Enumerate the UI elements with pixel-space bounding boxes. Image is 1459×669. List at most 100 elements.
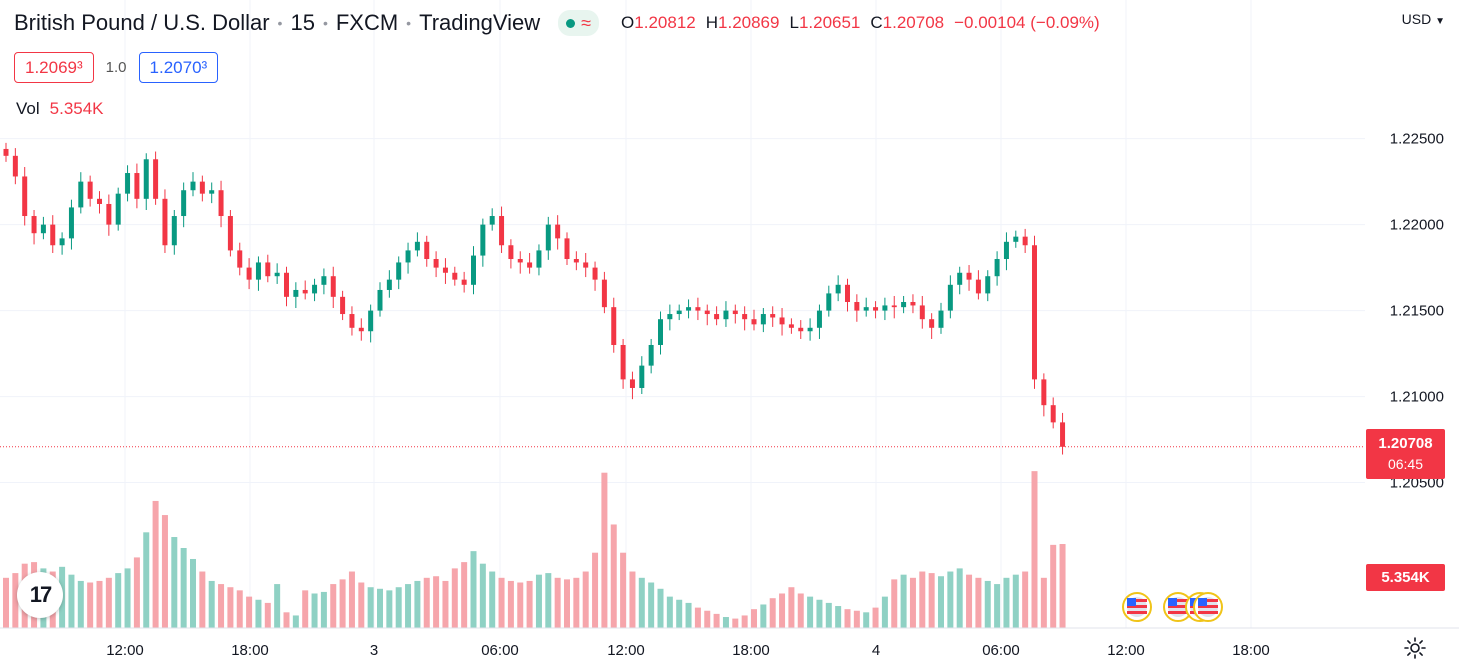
candle bbox=[732, 310, 738, 315]
candle bbox=[723, 310, 729, 320]
candle bbox=[629, 379, 635, 388]
candle bbox=[648, 344, 654, 366]
volume-bar bbox=[470, 551, 477, 628]
currency-selector[interactable]: USD ▼ bbox=[1402, 11, 1445, 27]
volume-bar bbox=[1040, 577, 1047, 628]
volume-bar bbox=[825, 602, 832, 628]
candle bbox=[1022, 236, 1028, 246]
price-tick-label: 1.21500 bbox=[1390, 303, 1444, 320]
volume-bar bbox=[227, 587, 234, 628]
symbol-name[interactable]: British Pound / U.S. Dollar bbox=[14, 10, 270, 35]
gear-icon[interactable] bbox=[1403, 636, 1427, 660]
time-axis: 12:00 18:00 3 06:00 12:00 18:00 4 06:00 12:00 18:… bbox=[0, 627, 1459, 659]
interval[interactable]: 15 bbox=[290, 10, 315, 35]
volume-bar bbox=[479, 563, 486, 628]
volume-bar bbox=[853, 610, 860, 628]
candle bbox=[284, 272, 289, 297]
market-status-badge[interactable]: ≈ bbox=[558, 10, 600, 36]
candle bbox=[910, 302, 916, 306]
volume-bar bbox=[339, 579, 346, 628]
candle bbox=[134, 173, 140, 199]
candle bbox=[742, 314, 748, 320]
time-tick-label: 12:00 bbox=[1107, 642, 1145, 659]
open-value: 1.20812 bbox=[634, 13, 696, 32]
candle bbox=[1013, 236, 1019, 242]
volume-bar bbox=[367, 587, 374, 628]
delayed-data-icon: ≈ bbox=[581, 12, 592, 33]
volume-bar bbox=[526, 580, 533, 628]
volume-bar bbox=[517, 582, 524, 628]
volume-bar bbox=[348, 571, 355, 628]
volume-bar bbox=[751, 609, 757, 628]
candle bbox=[12, 155, 18, 177]
candle bbox=[798, 327, 804, 332]
buy-button[interactable]: 1.2070³ bbox=[138, 52, 219, 83]
candle bbox=[396, 262, 402, 280]
open-label: O bbox=[621, 13, 635, 32]
us-flag-icon bbox=[1127, 605, 1147, 608]
volume-bar bbox=[377, 588, 383, 628]
candle bbox=[22, 176, 28, 217]
us-flag-icon bbox=[1168, 599, 1188, 602]
volume-bar bbox=[835, 606, 842, 628]
candle bbox=[947, 284, 953, 311]
candle bbox=[255, 262, 261, 280]
volume-bar bbox=[208, 580, 215, 628]
tradingview-logo-icon[interactable]: 17 bbox=[17, 572, 63, 618]
chevron-down-icon: ▼ bbox=[1435, 16, 1445, 27]
time-tick-label: 3 bbox=[370, 642, 378, 659]
candle bbox=[536, 250, 542, 268]
volume-bar bbox=[152, 500, 159, 628]
candle bbox=[779, 317, 785, 325]
candle bbox=[181, 190, 187, 217]
volume-bar bbox=[133, 557, 140, 628]
candle bbox=[471, 255, 476, 285]
time-tick-label: 06:00 bbox=[481, 642, 519, 659]
candle bbox=[994, 259, 1000, 277]
candle bbox=[162, 198, 168, 246]
volume-legend: Vol 5.354K bbox=[16, 99, 104, 119]
candle bbox=[527, 262, 533, 268]
volume-bar bbox=[433, 576, 440, 628]
candle bbox=[807, 327, 813, 332]
volume-bar bbox=[246, 596, 253, 628]
volume-bar bbox=[788, 587, 795, 628]
candle bbox=[68, 207, 74, 239]
volume-bar bbox=[638, 577, 645, 628]
volume-tag: 5.354K bbox=[1366, 564, 1445, 591]
candle bbox=[714, 314, 720, 320]
volume-bar bbox=[545, 573, 552, 628]
candle bbox=[873, 307, 879, 311]
candle bbox=[975, 279, 981, 294]
volume-bar bbox=[769, 598, 776, 628]
separator-dot: • bbox=[277, 15, 283, 31]
sell-button[interactable]: 1.2069³ bbox=[14, 52, 94, 83]
candle bbox=[349, 314, 355, 328]
us-flag-icon bbox=[1198, 598, 1207, 606]
volume-bar bbox=[676, 599, 683, 628]
candle bbox=[31, 216, 37, 234]
volume-bar bbox=[807, 596, 814, 628]
candle bbox=[835, 284, 841, 294]
volume-bar bbox=[713, 613, 720, 628]
low-value: 1.20651 bbox=[798, 13, 861, 32]
volume-bar bbox=[386, 590, 393, 628]
us-flag-icon bbox=[1168, 611, 1188, 614]
volume-bar bbox=[3, 577, 9, 628]
candle bbox=[985, 276, 991, 294]
volume-bar bbox=[722, 617, 729, 628]
candle bbox=[452, 272, 458, 280]
volume-bar bbox=[320, 591, 327, 628]
candle bbox=[499, 216, 505, 246]
candle bbox=[115, 193, 121, 225]
volume-bar bbox=[573, 577, 580, 628]
candle bbox=[919, 305, 925, 320]
volume-bar bbox=[994, 584, 1001, 628]
volume-bar bbox=[564, 579, 570, 628]
volume-bar bbox=[1059, 544, 1066, 628]
candle bbox=[1041, 379, 1047, 406]
volume-bar bbox=[274, 584, 281, 628]
candle bbox=[929, 319, 935, 328]
volume-bar bbox=[124, 568, 131, 628]
